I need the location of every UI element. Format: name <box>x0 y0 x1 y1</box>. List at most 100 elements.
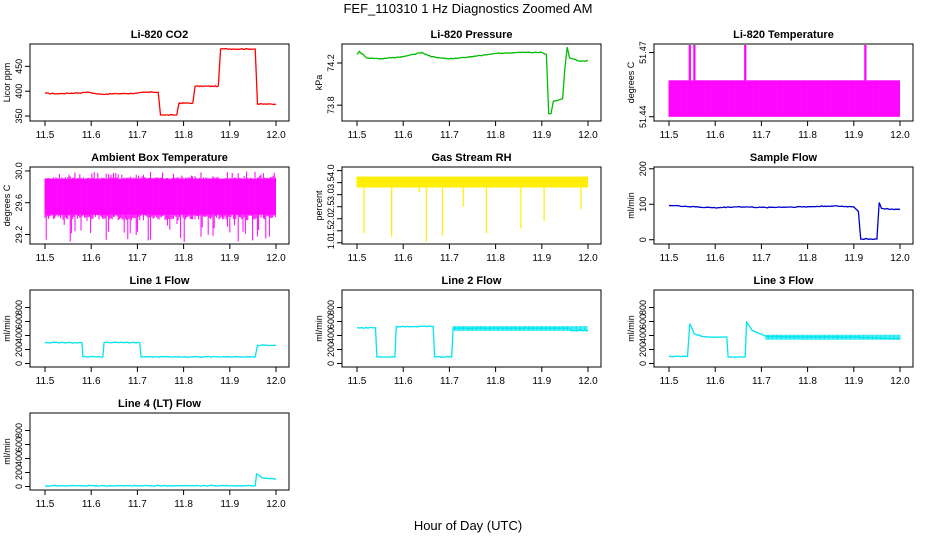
x-tick-label: 11.7 <box>440 376 459 387</box>
x-tick-label: 11.7 <box>128 130 147 141</box>
x-tick-label: 11.8 <box>798 130 817 141</box>
x-tick-label: 11.5 <box>660 253 679 264</box>
x-tick-label: 11.8 <box>798 376 817 387</box>
x-tick-label: 11.5 <box>348 253 367 264</box>
x-tick-label: 11.8 <box>174 253 193 264</box>
y-tick-label: 200 <box>638 161 648 176</box>
panel-title: Li-820 CO2 <box>131 29 188 41</box>
series-noise <box>44 171 276 242</box>
y-tick-label: 0 <box>14 484 24 489</box>
y-tick-label: 51.47 <box>638 41 648 64</box>
x-tick-label: 11.8 <box>174 376 193 387</box>
x-tick-label: 12.0 <box>266 130 286 141</box>
plot-frame <box>29 43 290 122</box>
y-tick-label: 800 <box>14 300 24 315</box>
y-axis-label: ml/min <box>2 315 12 342</box>
x-tick-label: 11.6 <box>82 253 101 264</box>
x-tick-label: 11.9 <box>220 253 239 264</box>
y-tick-label: 0 <box>638 237 648 242</box>
y-tick-label: 600 <box>14 314 24 329</box>
x-tick-label: 11.7 <box>440 130 459 141</box>
x-tick-label: 11.5 <box>36 130 55 141</box>
y-tick-label: 1.0 <box>326 237 336 250</box>
x-tick-label: 11.7 <box>440 253 459 264</box>
y-tick-label: 450 <box>14 59 24 74</box>
plot-frame <box>653 166 914 245</box>
x-tick-label: 12.0 <box>266 499 286 510</box>
x-tick-label: 12.0 <box>890 130 910 141</box>
plot-frame <box>341 166 602 245</box>
x-tick-label: 11.6 <box>82 499 101 510</box>
y-tick-label: 30.0 <box>14 162 24 180</box>
series-group <box>668 45 900 117</box>
x-tick-label: 11.8 <box>486 376 505 387</box>
y-tick-label: 800 <box>638 300 648 315</box>
figure-title: FEF_110310 1 Hz Diagnostics Zoomed AM <box>343 1 593 16</box>
panel-title: Gas Stream RH <box>431 152 511 164</box>
series-group <box>668 320 901 358</box>
x-tick-label: 11.9 <box>532 376 551 387</box>
y-tick-label: 800 <box>326 300 336 315</box>
panel-title: Sample Flow <box>750 152 818 164</box>
y-tick-label: 800 <box>14 423 24 438</box>
x-tick-label: 12.0 <box>266 376 286 387</box>
y-tick-label: 1.5 <box>326 225 336 238</box>
plot-frame <box>341 43 602 122</box>
y-tick-label: 600 <box>638 314 648 329</box>
x-tick-label: 11.9 <box>844 253 863 264</box>
series-noise <box>452 326 588 331</box>
y-tick-label: 3.5 <box>326 176 336 189</box>
x-tick-label: 11.5 <box>348 130 367 141</box>
x-tick-label: 11.6 <box>706 376 725 387</box>
x-tick-label: 11.7 <box>128 376 147 387</box>
panel-title: Li-820 Temperature <box>733 29 834 41</box>
y-tick-label: 200 <box>326 342 336 357</box>
y-tick-label: 400 <box>14 84 24 99</box>
x-tick-label: 11.9 <box>844 376 863 387</box>
y-tick-label: 29.6 <box>14 194 24 212</box>
x-tick-label: 11.8 <box>486 130 505 141</box>
x-tick-label: 11.8 <box>798 253 817 264</box>
series-group <box>357 325 589 358</box>
x-tick-label: 11.6 <box>394 376 413 387</box>
y-axis-label: degrees C <box>626 61 636 103</box>
x-tick-label: 11.7 <box>752 253 771 264</box>
plot-frame <box>29 412 290 491</box>
x-tick-label: 11.5 <box>36 499 55 510</box>
y-tick-label: 51.44 <box>638 105 648 128</box>
panel-1: Li-820 CO2 11.5 11.6 11.7 11.8 11.9 12.0 350 400… <box>2 29 290 141</box>
x-tick-label: 11.8 <box>174 499 193 510</box>
x-tick-label: 11.5 <box>660 376 679 387</box>
plot-frame <box>653 289 914 368</box>
plot-frame <box>653 43 914 122</box>
y-axis-label: kPa <box>314 75 324 91</box>
y-tick-label: 2.5 <box>326 200 336 213</box>
panel-title: Line 2 Flow <box>442 275 502 287</box>
x-tick-label: 11.8 <box>174 130 193 141</box>
x-tick-label: 11.6 <box>706 130 725 141</box>
x-tick-label: 12.0 <box>578 253 598 264</box>
x-tick-label: 11.6 <box>394 253 413 264</box>
panel-3: Li-820 Temperature 11.5 11.6 11.7 11.8 11.9 12… <box>626 29 914 141</box>
series-group <box>44 171 276 242</box>
x-tick-label: 11.9 <box>844 130 863 141</box>
y-tick-label: 4.0 <box>326 164 336 177</box>
y-axis-label: ml/min <box>626 315 636 342</box>
series-group <box>44 47 277 116</box>
x-tick-label: 11.5 <box>36 376 55 387</box>
y-tick-label: 350 <box>14 109 24 124</box>
y-tick-label: 3.0 <box>326 188 336 201</box>
series-line <box>44 341 276 358</box>
series-group <box>356 176 588 242</box>
series-noise <box>356 176 588 188</box>
x-tick-label: 11.9 <box>220 499 239 510</box>
x-tick-label: 11.7 <box>128 253 147 264</box>
x-tick-label: 12.0 <box>890 376 910 387</box>
panel-7: Line 1 Flow 11.5 11.6 11.7 11.8 11.9 12.0 0 2004… <box>2 275 290 387</box>
series-group <box>668 202 901 241</box>
x-tick-label: 11.9 <box>220 130 239 141</box>
series-noise <box>765 334 901 340</box>
x-tick-label: 12.0 <box>890 253 910 264</box>
panel-4: Ambient Box Temperature 11.5 11.6 11.7 11.8 1… <box>2 152 290 264</box>
y-tick-label: 0 <box>326 361 336 366</box>
